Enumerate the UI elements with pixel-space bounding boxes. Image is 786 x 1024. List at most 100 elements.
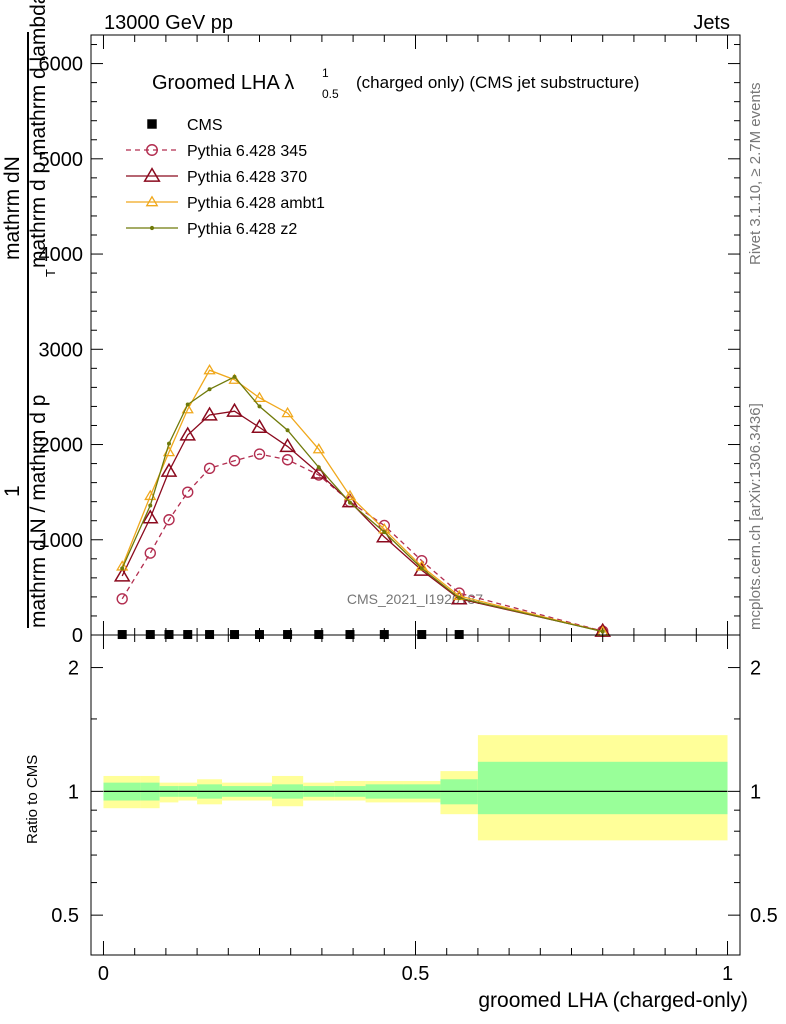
legend-label: CMS: [187, 117, 223, 134]
data-point: [279, 437, 296, 453]
ylabel-sub: T: [43, 269, 58, 277]
main-plot: 0 1000 2000 3000 4000 5000 6000 CMS_2021_I1920…: [39, 34, 741, 647]
data-point: [228, 455, 241, 467]
ratio-ylabel: Ratio to CMS: [24, 755, 41, 844]
main-ylabel: mathrm dN mathrm d p mathrm d lambda T 1…: [1, 0, 58, 628]
series-line: [121, 453, 603, 632]
y-tick-label: 4000: [39, 244, 84, 266]
data-point: [113, 567, 131, 582]
plot-title: Groomed LHA λ 1 0.5 (charged only) (CMS …: [152, 66, 639, 101]
data-point: [253, 448, 266, 460]
y-tick-label: 6000: [39, 54, 84, 76]
title-sup: 1: [322, 66, 329, 80]
data-point: [203, 462, 216, 475]
ratio-y-tick-label: 1: [68, 781, 79, 803]
series-1: [116, 448, 609, 637]
x-tick-label: 0: [98, 963, 109, 985]
data-point: [146, 144, 158, 156]
data-point: [312, 443, 325, 454]
data-point: [226, 402, 243, 417]
legend: CMS Pythia 6.428 345 Pythia 6.428 370 Pythi…: [126, 117, 325, 238]
data-point: [419, 566, 424, 571]
data-point: [179, 426, 197, 441]
data-point: [167, 441, 172, 446]
data-point: [141, 509, 159, 524]
data-point: [116, 593, 128, 605]
title-main: Groomed LHA λ: [152, 72, 294, 94]
ylabel-den: mathrm d N / mathrm d p: [27, 395, 50, 628]
series-4: [120, 374, 605, 634]
data-point: [144, 547, 156, 559]
title-rest: (charged only) (CMS jet substructure): [356, 73, 639, 92]
data-point: [147, 119, 157, 129]
ratio-y-tick-label: 2: [68, 658, 79, 680]
y-tick-label: 3000: [39, 339, 84, 361]
legend-entry: Pythia 6.428 345: [126, 143, 307, 160]
data-point: [316, 465, 321, 470]
ratio-bands: [103, 735, 728, 841]
data-point: [207, 387, 212, 392]
data-point: [253, 391, 266, 403]
legend-entry: CMS: [147, 117, 223, 134]
ratio-y-tick-label: 0.5: [51, 905, 79, 927]
series-line: [121, 369, 603, 633]
data-point: [201, 406, 218, 421]
legend-entry: Pythia 6.428 ambt1: [126, 195, 325, 212]
data-point: [257, 404, 262, 409]
ylabel-den-rest: mathrm d p mathrm d lambda: [27, 0, 50, 268]
mcplots-label: mcplots.cern.ch [arXiv:1306.3436]: [747, 403, 764, 630]
data-point: [185, 402, 190, 407]
data-point: [281, 406, 294, 418]
legend-entry: Pythia 6.428 370: [126, 167, 307, 186]
y-tick-label: 1000: [39, 530, 84, 552]
ylabel-num: 1: [1, 485, 24, 497]
data-point: [281, 454, 294, 466]
data-point: [203, 363, 216, 375]
series-2: [113, 402, 612, 637]
legend-entry: Pythia 6.428 z2: [126, 221, 297, 238]
analysis-watermark: CMS_2021_I1920187: [347, 591, 483, 607]
data-point: [343, 489, 357, 501]
ratio-y-tick-label-right: 2: [750, 658, 761, 680]
data-point: [145, 195, 159, 207]
data-point: [341, 493, 359, 508]
stat-uncertainty-band: [477, 761, 728, 815]
data-point: [251, 418, 268, 434]
data-point: [232, 374, 237, 379]
data-point: [285, 428, 290, 433]
ratio-y-tick-label-right: 0.5: [750, 905, 778, 927]
rivet-label: Rivet 3.1.10, ≥ 2.7M events: [747, 83, 764, 266]
ylabel-num-rest: mathrm dN: [1, 156, 24, 260]
legend-label: Pythia 6.428 370: [187, 169, 307, 186]
x-axis-label: groomed LHA (charged-only): [478, 989, 748, 1012]
x-tick-label: 0.5: [402, 963, 430, 985]
data-point: [120, 566, 125, 571]
legend-label: Pythia 6.428 z2: [187, 221, 297, 238]
series-line: [121, 376, 603, 633]
data-point: [457, 595, 462, 600]
data-point: [148, 503, 153, 508]
y-tick-label: 0: [72, 625, 83, 647]
title-sub: 0.5: [322, 87, 339, 101]
ratio-y-ticks: 0.5 0.5 1 1 2 2: [51, 658, 778, 928]
ratio-plot: 0.5 0.5 1 1 2 2 0 0.5 1 Ratio to CMS groomed LH…: [24, 634, 778, 1012]
data-point: [182, 486, 194, 498]
legend-label: Pythia 6.428 345: [187, 143, 307, 160]
data-point: [160, 462, 178, 477]
data-point: [143, 167, 161, 182]
y-tick-label: 2000: [39, 435, 84, 457]
data-point: [149, 225, 155, 231]
energy-label: 13000 GeV pp: [104, 12, 233, 34]
series-line: [121, 410, 603, 632]
legend-label: Pythia 6.428 ambt1: [187, 195, 325, 212]
data-point: [347, 500, 352, 505]
main-y-ticks: 0 1000 2000 3000 4000 5000 6000: [39, 44, 740, 647]
data-point: [600, 629, 605, 634]
ratio-x-ticks: 0 0.5 1: [98, 635, 733, 985]
data-point: [382, 530, 387, 535]
y-tick-label: 5000: [39, 149, 84, 171]
ratio-y-tick-label-right: 1: [750, 781, 761, 803]
category-label: Jets: [693, 12, 730, 34]
data-point: [163, 514, 175, 526]
